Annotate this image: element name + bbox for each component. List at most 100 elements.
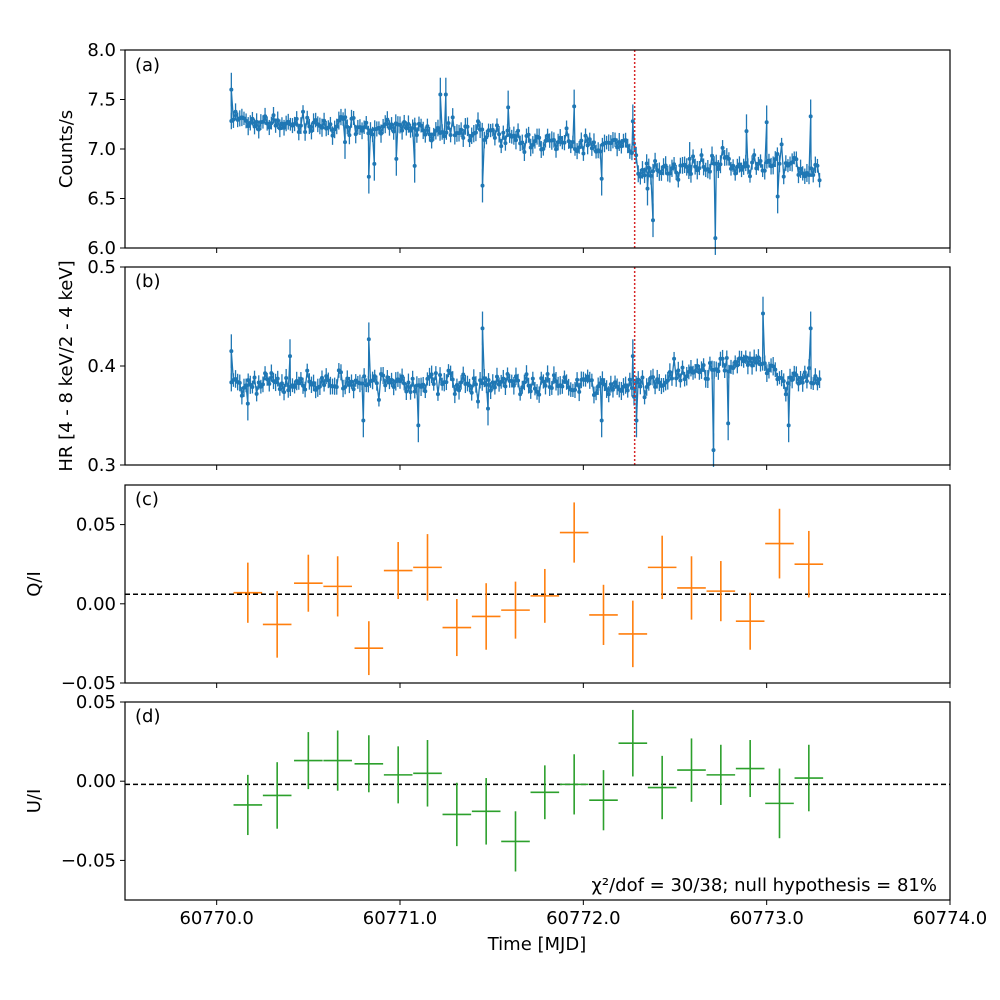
data-point-b-49: [326, 378, 331, 383]
data-point-a-83: [394, 156, 399, 161]
data-point-b-276: [781, 379, 786, 384]
data-point-a-9: [246, 124, 251, 129]
bin-point-d-9: [501, 811, 530, 872]
x-tick-label-3: 60773.0: [729, 908, 803, 929]
data-point-a-129: [482, 138, 487, 143]
data-point-a-282: [781, 174, 786, 179]
data-point-a-280: [777, 161, 782, 166]
data-point-a-112: [448, 133, 453, 138]
data-point-b-288: [804, 379, 809, 384]
data-point-b-151: [530, 376, 535, 381]
y-tick-label-c-2: 0.05: [76, 515, 116, 536]
data-point-b-1: [229, 349, 234, 354]
axes-frame-a: [124, 49, 951, 249]
data-point-a-17: [263, 114, 268, 119]
data-point-b-262: [754, 360, 759, 365]
data-point-b-190: [610, 387, 615, 392]
bin-point-d-10: [530, 765, 560, 820]
data-point-b-129: [486, 406, 490, 411]
data-point-a-234: [688, 171, 693, 176]
data-point-a-291: [800, 171, 805, 176]
data-point-b-73: [372, 374, 377, 379]
bin-point-c-9: [501, 581, 530, 639]
data-point-b-18: [263, 371, 268, 376]
data-point-a-195: [615, 145, 620, 150]
data-point-a-121: [467, 138, 472, 143]
data-point-b-105: [438, 373, 443, 378]
data-point-a-239: [699, 153, 704, 158]
data-point-a-262: [744, 129, 749, 134]
data-point-a-92: [412, 163, 417, 168]
data-point-a-179: [583, 133, 588, 138]
data-point-a-77: [383, 122, 388, 127]
data-point-b-20: [267, 381, 272, 386]
data-point-b-269: [766, 368, 771, 373]
data-point-a-202: [629, 151, 634, 156]
data-point-b-194: [619, 388, 624, 393]
data-point-a-295: [808, 114, 813, 119]
data-point-a-269: [758, 159, 763, 164]
data-point-a-216: [653, 159, 658, 164]
data-point-b-72: [370, 378, 375, 383]
data-point-a-211: [645, 186, 650, 191]
data-point-a-180: [585, 143, 590, 148]
data-point-b-30: [288, 354, 292, 359]
data-point-a-38: [307, 124, 312, 129]
data-point-a-113: [450, 115, 455, 120]
data-point-a-244: [710, 153, 715, 158]
data-point-b-253: [735, 363, 740, 368]
data-point-a-253: [726, 156, 731, 161]
data-point-a-139: [503, 141, 508, 146]
data-point-b-78: [383, 383, 388, 388]
data-point-b-89: [406, 380, 411, 385]
data-point-a-44: [319, 125, 324, 130]
data-point-b-141: [509, 379, 514, 384]
data-point-a-246: [713, 236, 718, 241]
data-point-a-107: [440, 129, 445, 134]
data-point-a-98: [423, 132, 428, 137]
data-point-a-286: [790, 160, 795, 165]
panel-d: −0.05 0.00 0.05 60770.0 60771.0 60772.0 60773…: [24, 692, 987, 955]
data-point-b-176: [583, 378, 588, 383]
data-point-a-23: [275, 118, 280, 123]
data-point-a-187: [599, 176, 604, 181]
data-point-a-259: [739, 167, 744, 172]
data-point-b-222: [674, 376, 679, 381]
data-point-b-251: [731, 366, 736, 371]
data-point-a-99: [425, 124, 430, 129]
data-point-a-210: [644, 161, 649, 166]
data-point-b-156: [541, 379, 546, 384]
bin-point-c-7: [442, 599, 472, 657]
data-point-b-150: [528, 389, 533, 394]
data-point-b-23: [273, 380, 278, 385]
data-point-a-151: [526, 132, 531, 137]
data-point-a-225: [672, 162, 677, 167]
fit-annotation: χ²/dof = 30/38; null hypothesis = 81%: [591, 875, 937, 896]
data-point-a-49: [330, 133, 335, 138]
data-point-a-209: [642, 173, 647, 178]
y-axis-label-d: U/I: [24, 789, 45, 814]
data-point-b-29: [286, 388, 291, 393]
data-point-b-48: [324, 374, 329, 379]
data-point-b-290: [808, 326, 813, 331]
data-point-a-271: [762, 168, 767, 173]
x-tick-label-2: 60772.0: [546, 908, 620, 929]
data-point-a-199: [623, 138, 628, 143]
data-point-a-247: [714, 161, 719, 166]
data-point-b-220: [669, 376, 674, 381]
data-point-b-214: [657, 380, 662, 385]
data-point-b-223: [676, 368, 681, 373]
data-point-a-69: [368, 128, 373, 133]
data-point-a-87: [402, 119, 407, 124]
data-point-b-240: [711, 448, 716, 453]
data-point-b-15: [256, 380, 261, 385]
data-point-a-169: [564, 126, 569, 131]
data-point-a-94: [414, 133, 419, 138]
data-point-a-128: [480, 183, 485, 188]
data-point-b-119: [467, 383, 472, 388]
x-tick-label-4: 60774.0: [913, 908, 987, 929]
bin-point-d-11: [559, 754, 589, 815]
data-point-b-98: [423, 389, 428, 394]
data-point-a-177: [579, 138, 584, 143]
data-point-b-259: [747, 356, 752, 361]
